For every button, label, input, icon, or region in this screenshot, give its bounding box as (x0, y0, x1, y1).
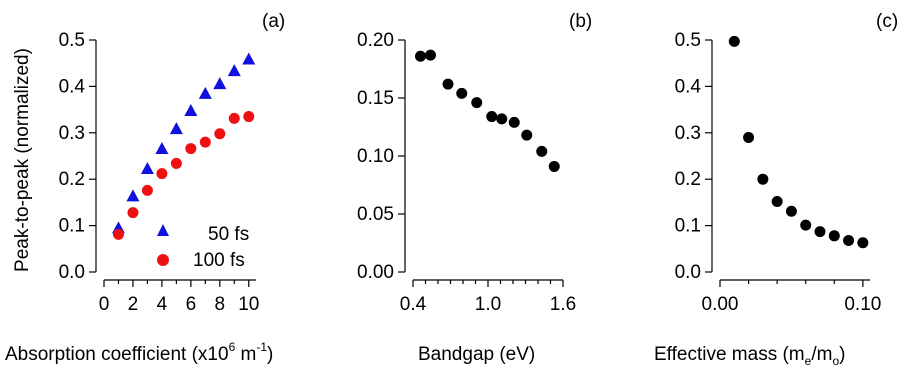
legend-50fs-triangle-marker (157, 224, 169, 236)
panel-b: (b) Bandgap (eV) 0.00 0.05 0.10 0.15 0.20 0.4… (357, 11, 592, 365)
y-tick-label: 0.15 (357, 88, 394, 109)
y-tick-label: 0.1 (675, 216, 701, 237)
y-tick-label: 0.00 (357, 262, 394, 283)
legend-a: 50 fs 100 fs (157, 224, 249, 271)
data-point-triangle (227, 64, 241, 77)
data-point-circle (456, 87, 468, 99)
x-tick-label: 2 (128, 294, 139, 315)
panel-b-label: (b) (569, 11, 592, 32)
data-point-circle (185, 143, 197, 155)
data-point-circle (425, 49, 436, 61)
data-point-triangle (198, 86, 212, 99)
panel-a-ylabel: Peak-to-peak (normalized) (12, 48, 33, 272)
data-point-circle (843, 234, 855, 246)
legend-100fs-label: 100 fs (193, 250, 245, 271)
data-point-circle (857, 237, 869, 249)
data-point-circle (800, 219, 812, 231)
y-tick-label: 0.3 (675, 123, 701, 144)
data-point-circle (743, 131, 755, 143)
legend-50fs-label: 50 fs (208, 224, 249, 245)
data-point-circle (214, 128, 226, 140)
data-point-circle (828, 230, 840, 242)
panel-a: (a) Peak-to-peak (normalized) Absorption… (5, 11, 285, 365)
data-point-circle (536, 145, 548, 157)
data-point-triangle (169, 122, 183, 135)
x-tick-label: 4 (157, 294, 168, 315)
data-point-circle (508, 116, 520, 128)
y-tick-label: 0.4 (59, 76, 86, 97)
x-tick-label: 8 (215, 294, 226, 315)
panel-a-xlabel: Absorption coefficient (x106 m-1) (5, 340, 273, 365)
y-tick-label: 0.3 (59, 123, 85, 144)
data-point-circle (728, 35, 740, 47)
y-tick-label: 0.0 (59, 262, 85, 283)
panel-c-label: (c) (876, 11, 898, 32)
data-point-circle (548, 160, 560, 172)
y-tick-label: 0.20 (357, 30, 394, 51)
data-point-circle (785, 205, 797, 217)
data-point-circle (199, 136, 211, 148)
panel-a-label: (a) (262, 11, 285, 32)
data-point-triangle (155, 142, 169, 155)
x-tick-label: 1.0 (475, 294, 501, 315)
y-tick-label: 0.5 (675, 30, 701, 51)
data-point-triangle (140, 161, 154, 174)
y-tick-label: 0.2 (59, 169, 85, 190)
legend-100fs-circle-marker (157, 254, 169, 266)
data-point-circle (112, 228, 124, 240)
x-tick-label: 0.00 (702, 294, 739, 315)
y-tick-label: 0.05 (357, 204, 394, 225)
x-tick-label: 0 (99, 294, 110, 315)
data-point-circle (127, 207, 139, 219)
y-tick-label: 0.0 (675, 262, 701, 283)
x-tick-label: 10 (238, 294, 259, 315)
data-point-triangle (213, 77, 227, 90)
x-tick-label: 6 (186, 294, 197, 315)
data-point-circle (415, 50, 426, 62)
data-point-circle (771, 195, 783, 207)
panel-c: (c) Effective mass (me/mo) 0.0 0.1 0.2 0.3 0… (654, 11, 898, 366)
panel-c-xlabel: Effective mass (me/mo) (654, 344, 845, 366)
data-point-circle (521, 129, 533, 141)
data-point-circle (486, 111, 498, 123)
data-point-circle (170, 157, 182, 169)
panel-b-xlabel: Bandgap (eV) (418, 344, 535, 365)
data-point-circle (141, 184, 153, 196)
y-tick-label: 0.2 (675, 169, 701, 190)
data-point-circle (814, 226, 826, 238)
data-point-circle (757, 173, 769, 185)
x-tick-label: 1.6 (550, 294, 576, 315)
y-tick-label: 0.5 (59, 30, 85, 51)
data-point-circle (471, 97, 483, 109)
data-point-triangle (126, 189, 140, 202)
data-point-circle (496, 113, 508, 125)
data-point-triangle (242, 52, 256, 65)
data-point-circle (228, 112, 240, 124)
data-point-triangle (184, 103, 198, 116)
data-point-circle (442, 78, 454, 90)
y-tick-label: 0.10 (357, 146, 394, 167)
data-point-circle (156, 168, 168, 180)
x-tick-label: 0.10 (844, 294, 881, 315)
x-tick-label: 0.4 (400, 294, 427, 315)
y-tick-label: 0.1 (59, 216, 85, 237)
y-tick-label: 0.4 (675, 76, 702, 97)
data-point-circle (243, 111, 255, 123)
